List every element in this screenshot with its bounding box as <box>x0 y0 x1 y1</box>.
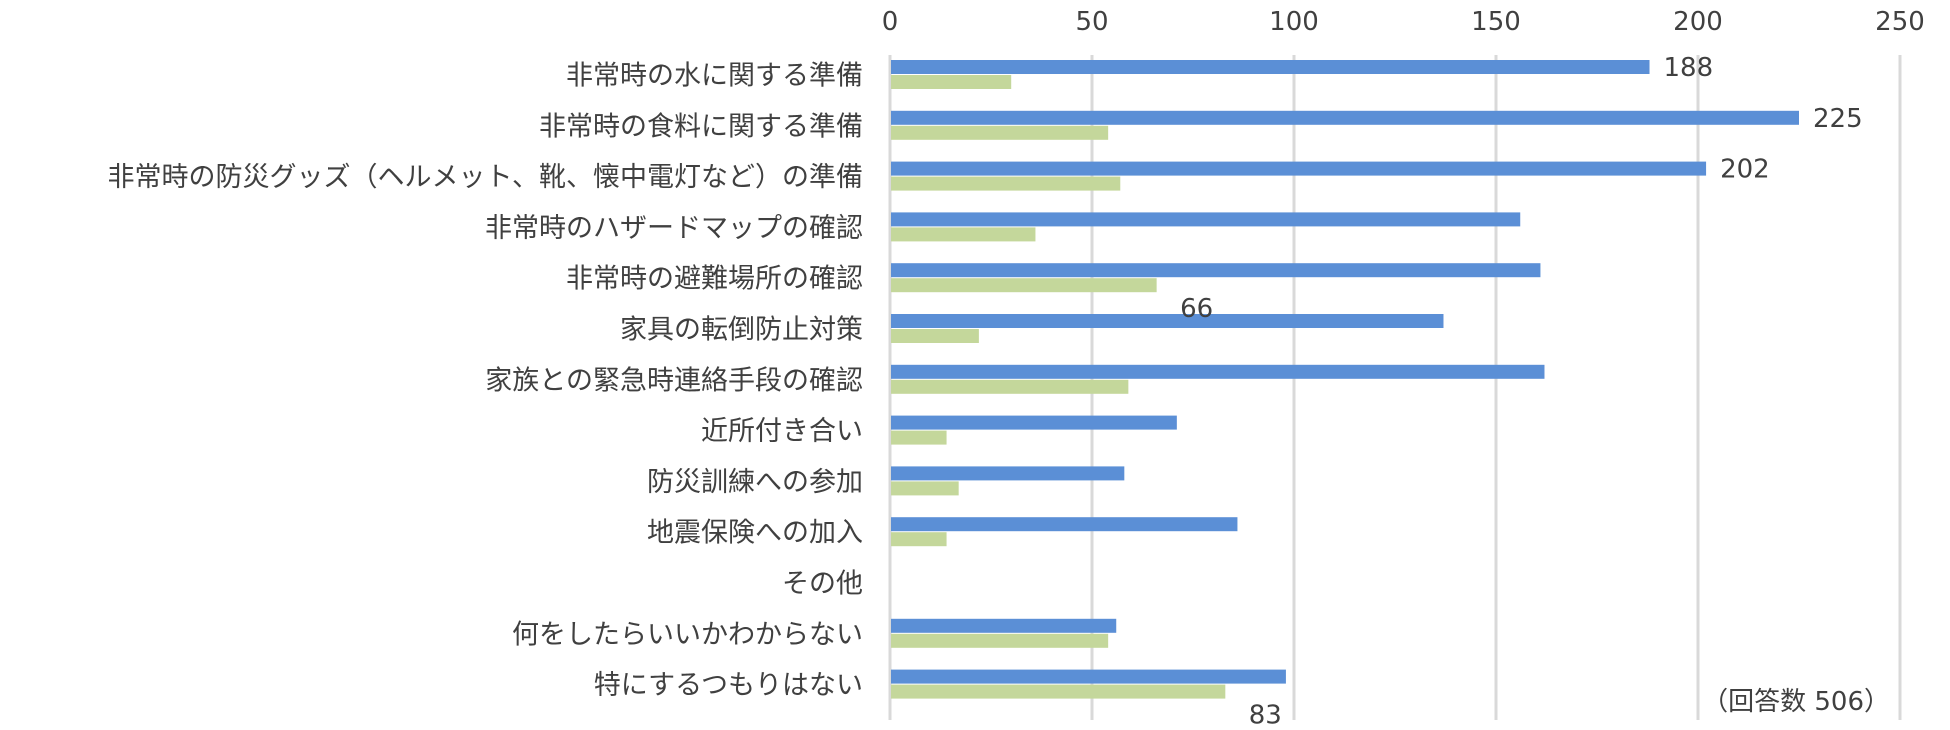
x-tick-label: 50 <box>1075 7 1108 37</box>
bar-series-1 <box>891 60 1650 74</box>
bar-series-1 <box>891 212 1521 227</box>
bar-series-2 <box>891 125 1109 140</box>
category-label: 家具の転倒防止対策 <box>620 315 863 346</box>
category-label: その他 <box>782 569 863 600</box>
data-label: 83 <box>1249 701 1282 730</box>
category-label: 地震保険への加入 <box>647 518 863 549</box>
category-label: 非常時の防災グッズ（ヘルメット、靴、懐中電灯など）の準備 <box>108 162 863 193</box>
bar-series-2 <box>891 227 1036 242</box>
x-axis-tick-labels: 0 50 100 150 200 250 <box>882 7 1925 37</box>
category-labels: 非常時の水に関する準備非常時の食料に関する準備非常時の防災グッズ（ヘルメット、靴… <box>108 61 863 702</box>
bar-series-2 <box>891 532 947 547</box>
x-tick-label: 150 <box>1471 7 1521 37</box>
bar-series-2 <box>891 329 979 343</box>
category-label: 非常時のハザードマップの確認 <box>485 213 863 244</box>
bar-series-2 <box>891 278 1157 293</box>
bar-series-1 <box>891 415 1177 430</box>
bar-series-1 <box>891 314 1444 328</box>
bar-series-2 <box>891 75 1012 89</box>
bar-series-2 <box>891 379 1129 394</box>
category-label: 非常時の避難場所の確認 <box>566 264 863 295</box>
category-label: 防災訓練への参加 <box>647 467 863 498</box>
bar-series-2 <box>891 430 947 445</box>
x-tick-label: 250 <box>1875 7 1925 37</box>
data-label: 66 <box>1180 294 1213 324</box>
bar-series-2 <box>891 176 1121 191</box>
respondent-count-note: （回答数 506） <box>1702 687 1890 717</box>
x-tick-label: 0 <box>882 7 899 37</box>
data-label: 188 <box>1664 53 1714 83</box>
bar-series-1 <box>891 110 1799 125</box>
bar-series-2 <box>891 633 1109 648</box>
bars <box>891 60 1799 699</box>
bar-series-2 <box>891 481 959 496</box>
category-label: 家族との緊急時連絡手段の確認 <box>485 365 863 396</box>
category-label: 特にするつもりはない <box>594 670 863 701</box>
bar-series-1 <box>891 466 1125 481</box>
category-label: 何をしたらいいかわからない <box>512 619 863 650</box>
category-label: 近所付き合い <box>701 416 863 447</box>
data-label: 202 <box>1720 155 1770 185</box>
bar-series-1 <box>891 517 1238 532</box>
bar-series-1 <box>891 669 1286 684</box>
category-label: 非常時の食料に関する準備 <box>539 111 863 142</box>
data-label: 225 <box>1813 104 1863 134</box>
x-tick-label: 200 <box>1673 7 1723 37</box>
bar-series-1 <box>891 263 1541 278</box>
bar-series-1 <box>891 364 1545 379</box>
data-labels: 188 225 202 66 83 <box>1180 53 1863 730</box>
x-tick-label: 100 <box>1269 7 1319 37</box>
bar-series-1 <box>891 161 1707 176</box>
bar-series-2 <box>891 684 1226 699</box>
bar-series-1 <box>891 618 1117 633</box>
category-label: 非常時の水に関する準備 <box>566 61 863 92</box>
